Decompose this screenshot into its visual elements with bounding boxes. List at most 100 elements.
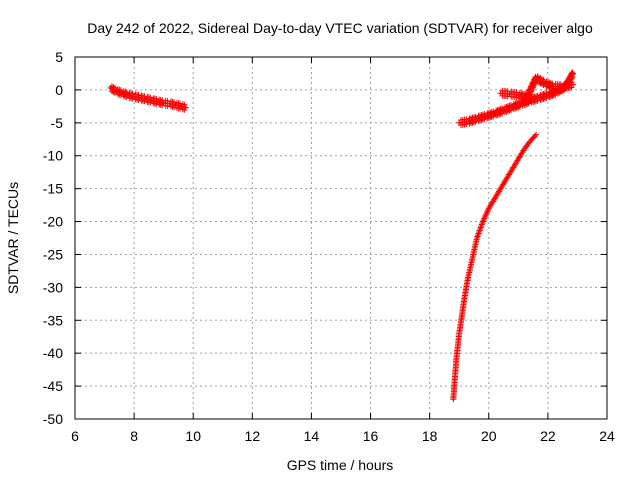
data-point [538, 76, 545, 83]
y-tick-label: -25 [43, 246, 63, 262]
data-point [472, 118, 479, 125]
data-point [500, 107, 507, 114]
data-points [107, 69, 577, 403]
data-point [176, 100, 183, 107]
x-tick-label: 16 [363, 428, 379, 444]
data-point [475, 232, 482, 239]
data-point [503, 175, 510, 182]
data-point [182, 104, 189, 111]
data-point [451, 376, 458, 383]
data-point [462, 290, 469, 297]
data-point [172, 102, 179, 109]
data-point [506, 107, 513, 114]
series-evening-descending-track [450, 132, 538, 401]
data-point [135, 91, 142, 98]
data-point [541, 80, 548, 87]
data-point [153, 95, 160, 102]
data-point [549, 80, 556, 87]
x-tick-label: 8 [130, 428, 138, 444]
data-point [142, 96, 149, 103]
data-point [506, 90, 513, 97]
data-point [119, 90, 126, 97]
data-point [549, 93, 556, 100]
data-point [547, 80, 554, 87]
data-point [518, 100, 525, 107]
data-point [503, 108, 510, 115]
data-point [509, 165, 516, 172]
data-point [570, 81, 577, 88]
grid [75, 57, 607, 419]
data-point [123, 89, 130, 96]
y-tick-label: -45 [43, 378, 63, 394]
data-point [477, 224, 484, 231]
y-tick-label: 5 [55, 49, 63, 65]
data-point [483, 211, 490, 218]
y-tick-label: -30 [43, 279, 63, 295]
data-point [491, 195, 498, 202]
data-point [160, 100, 167, 107]
data-point [550, 83, 557, 90]
data-point [497, 110, 504, 117]
y-tick-label: -35 [43, 312, 63, 328]
data-point [480, 217, 487, 224]
x-tick-label: 12 [245, 428, 261, 444]
data-point [459, 310, 466, 317]
data-point [524, 94, 531, 101]
x-tick-label: 20 [481, 428, 497, 444]
data-point [521, 102, 528, 109]
data-point [147, 94, 154, 101]
data-point [453, 356, 460, 363]
y-tick-label: -15 [43, 181, 63, 197]
data-point [465, 274, 472, 281]
data-point [546, 79, 553, 86]
y-tick-label: 0 [55, 82, 63, 98]
data-point [515, 104, 522, 111]
data-point [113, 88, 120, 95]
data-point [524, 101, 531, 108]
y-tick-label: -40 [43, 345, 63, 361]
plot-frame [74, 56, 608, 420]
data-point [515, 92, 522, 99]
data-point [521, 146, 528, 153]
data-point [547, 93, 554, 100]
data-point [474, 233, 481, 240]
data-point [479, 220, 486, 227]
tick-labels: 6 8 10 12 14 16 18 20 22 24 5 0 -5 -10 -15 -20 -25 -30 -35… [43, 49, 615, 444]
data-point [485, 205, 492, 212]
data-point [570, 70, 577, 77]
x-axis-label: GPS time / hours [287, 457, 394, 473]
data-point [509, 104, 516, 111]
data-point [491, 110, 498, 117]
data-point [528, 87, 535, 94]
data-point [482, 212, 489, 219]
data-point [159, 97, 166, 104]
data-point [125, 92, 132, 99]
data-point [494, 112, 501, 119]
data-point [515, 156, 522, 163]
data-point [468, 261, 475, 268]
data-point [166, 100, 173, 107]
data-point [497, 185, 504, 192]
data-point [529, 85, 536, 92]
data-point [534, 97, 541, 104]
data-point [533, 131, 540, 138]
data-point [178, 103, 185, 110]
data-point [479, 218, 486, 225]
y-tick-label: -20 [43, 214, 63, 230]
data-point [475, 230, 482, 237]
data-point [512, 105, 519, 112]
data-point [569, 69, 576, 76]
data-point [533, 75, 540, 82]
x-tick-label: 10 [185, 428, 201, 444]
x-tick-label: 22 [540, 428, 556, 444]
data-point [129, 90, 136, 97]
data-point [497, 90, 504, 97]
y-tick-label: -50 [43, 411, 63, 427]
data-point [110, 84, 117, 91]
data-point [524, 95, 531, 102]
y-axis-label: SDTVAR / TECUs [5, 182, 21, 294]
data-point [478, 221, 485, 228]
data-point [482, 113, 489, 120]
data-point [148, 97, 155, 104]
